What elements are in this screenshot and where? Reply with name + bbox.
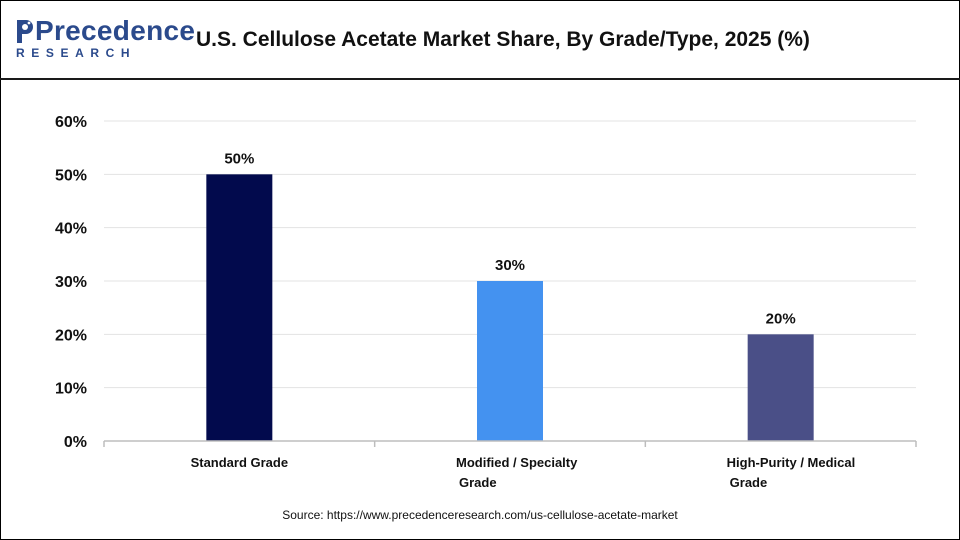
data-labels: 50% 30% 20% [224,150,795,327]
y-axis-ticks: 0% 10% 20% 30% 40% 50% 60% [55,114,87,451]
x-axis: Standard Grade Modified / Specialty Grade H… [103,440,917,490]
y-tick-label: 50% [55,167,87,184]
x-category-label: Modified / Specialty Grade [456,455,578,490]
x-category-label: High-Purity / Medical Grade [727,455,856,490]
bar-chart: 0% 10% 20% 30% 40% 50% 60% 50% 30% 20% Standard … [55,114,917,490]
y-tick-label: 0% [64,434,87,451]
logo-tagline: RESEARCH [16,46,137,60]
source-note: Source: https://www.precedenceresearch.c… [282,508,678,522]
data-label: 30% [495,257,525,274]
bar [477,281,543,441]
y-tick-label: 10% [55,381,87,398]
y-tick-label: 30% [55,274,87,291]
y-tick-label: 60% [55,114,87,131]
bars [206,174,814,441]
y-tick-label: 20% [55,327,87,344]
y-tick-label: 40% [55,221,87,238]
logo-name: Precedence [35,15,196,46]
chart-title: U.S. Cellulose Acetate Market Share, By … [196,28,810,51]
header: Precedence RESEARCH U.S. Cellulose Aceta… [0,0,960,80]
bar [206,174,273,441]
x-category-label: Standard Grade [191,455,289,470]
bar [747,334,814,441]
data-label: 20% [766,310,796,327]
logo-p-icon [17,20,33,43]
brand-logo: Precedence RESEARCH [14,16,195,64]
data-label: 50% [224,150,254,167]
